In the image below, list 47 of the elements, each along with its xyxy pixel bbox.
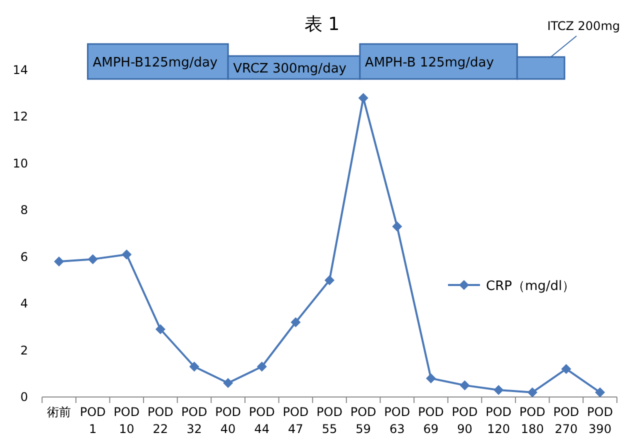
- point: [426, 373, 436, 384]
- x-tick-label: POD 32: [181, 405, 208, 436]
- x-tick-label: POD 69: [418, 405, 444, 436]
- y-tick-label: 10: [12, 156, 28, 170]
- point: [290, 317, 301, 328]
- annotation: VRCZ 300mg/day: [233, 62, 347, 76]
- x-tick-label: POD 59: [350, 405, 376, 436]
- x-tick-label: POD 120: [486, 405, 512, 436]
- x-tick-label: POD 44: [248, 405, 275, 436]
- x-tick-label: POD 55: [316, 405, 342, 436]
- point: [324, 275, 334, 286]
- x-tick-label: POD 1: [80, 405, 106, 436]
- x-tick-label: POD 390: [587, 405, 613, 436]
- point: [358, 93, 368, 104]
- x-tick-label: POD 180: [519, 405, 546, 436]
- y-tick-label: 4: [20, 296, 28, 311]
- point: [392, 221, 402, 232]
- legend-label: CRP（mg/dl）: [486, 279, 576, 294]
- point: [561, 364, 572, 374]
- point: [155, 324, 166, 334]
- y-tick-label: 8: [20, 203, 28, 218]
- x-tick-label: POD 47: [282, 405, 309, 436]
- x-tick-label: POD 270: [553, 405, 580, 436]
- chart-title: 表 1: [304, 14, 340, 35]
- y-tick-label: 6: [20, 250, 28, 264]
- y-tick-label: 14: [12, 63, 28, 77]
- x-tick-label: POD 40: [215, 405, 242, 436]
- x-tick-label: POD 10: [114, 405, 140, 436]
- y-tick-label: 0: [20, 390, 28, 404]
- point: [595, 387, 605, 398]
- y-tick-label: 12: [12, 110, 28, 124]
- point: [122, 250, 132, 260]
- point: [54, 256, 64, 267]
- y-tick-label: 2: [20, 343, 28, 358]
- x-tick-label: POD 90: [452, 405, 478, 436]
- x-tick-label: POD 22: [147, 405, 174, 436]
- point: [527, 387, 538, 398]
- point: [460, 380, 470, 390]
- annotation: AMPH-B125mg/day: [92, 56, 218, 70]
- point: [88, 254, 98, 264]
- point: [223, 378, 234, 388]
- x-tick-label: POD 63: [384, 405, 410, 436]
- point: [256, 362, 267, 372]
- x-tick-label: 術前: [47, 405, 71, 419]
- annotation: AMPH-B 125mg/day: [364, 56, 494, 70]
- point: [494, 384, 504, 395]
- point: [189, 362, 200, 372]
